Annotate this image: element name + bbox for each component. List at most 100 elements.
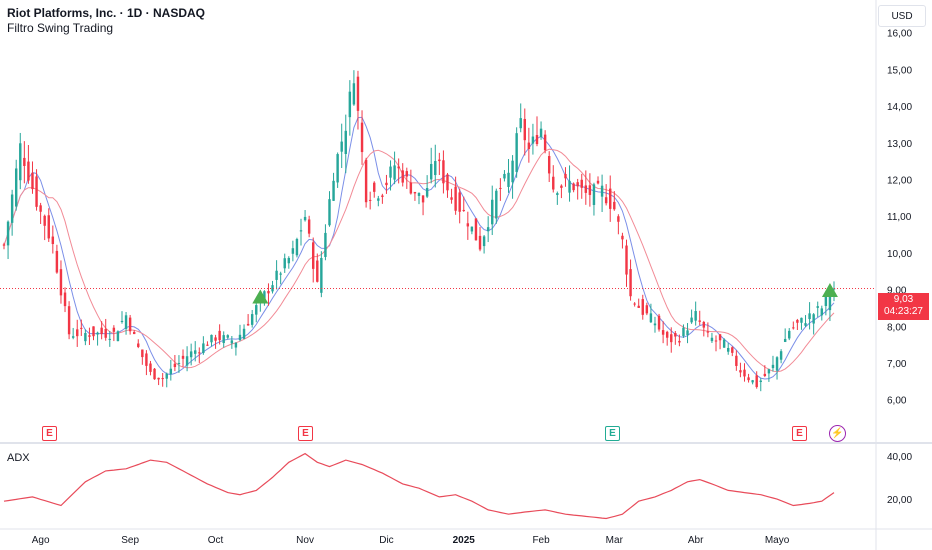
fast-ma-line [3, 116, 835, 380]
candle-body [47, 215, 50, 239]
candle [348, 80, 352, 136]
buy-signal-triangle [252, 289, 269, 304]
time-tick-label: 2025 [453, 535, 476, 546]
candle-body [2, 244, 6, 246]
candle-body [377, 198, 380, 201]
candle-body [633, 303, 636, 305]
symbol-title[interactable]: Riot Platforms, Inc. · 1D · NASDAQ [7, 6, 206, 20]
candle-body [364, 159, 368, 203]
candle-body [230, 340, 234, 344]
candle-body [661, 330, 665, 335]
candle-body [450, 197, 453, 200]
candle [482, 234, 486, 254]
candle [218, 324, 221, 345]
candle-body [360, 122, 364, 153]
candle [604, 184, 608, 206]
candle [10, 189, 14, 236]
candle-body [470, 226, 474, 232]
candle [755, 371, 758, 389]
candle [633, 302, 636, 307]
candle-body [145, 353, 148, 366]
candle-body [503, 173, 506, 179]
candle [360, 110, 364, 165]
candle [222, 331, 225, 348]
candle-body [535, 135, 539, 145]
candle-body [157, 377, 160, 380]
currency-button[interactable]: USD [878, 5, 926, 27]
candle [792, 321, 795, 330]
candle [747, 373, 750, 383]
candle-body [527, 142, 531, 149]
candle [316, 253, 319, 283]
candle [820, 305, 824, 321]
candle-body [702, 322, 706, 328]
candle [214, 334, 217, 349]
candle [702, 320, 706, 337]
candle-body [454, 186, 457, 211]
candle-body [328, 199, 331, 226]
indicator-label[interactable]: Filtro Swing Trading [7, 21, 114, 35]
candle-body [804, 323, 807, 326]
candle-body [779, 351, 783, 360]
candle-body [788, 330, 791, 339]
candle [743, 363, 746, 382]
candle [572, 182, 575, 193]
candle-body [336, 154, 339, 183]
candle-body [507, 172, 510, 187]
candle [100, 321, 103, 340]
adx-pane-label[interactable]: ADX [7, 452, 30, 464]
candle [499, 178, 502, 201]
candle-body [299, 230, 303, 232]
candle [625, 239, 628, 287]
candle [722, 338, 726, 348]
candle-body [580, 179, 583, 188]
candle [307, 215, 311, 238]
candle [824, 294, 828, 316]
candle [116, 330, 120, 342]
price-tick-label: 14,00 [887, 102, 912, 113]
candle-body [181, 355, 185, 359]
candle [250, 309, 254, 328]
candle-body [637, 305, 640, 308]
candle-body [767, 369, 771, 374]
earnings-event-icon[interactable]: E [792, 426, 807, 441]
candle [320, 251, 323, 298]
candle-body [604, 197, 608, 204]
candle [649, 303, 653, 324]
candle [124, 312, 128, 335]
candle [474, 218, 478, 241]
candle-body [523, 118, 526, 141]
candle [828, 293, 832, 322]
candle-body [625, 245, 628, 275]
candle [560, 184, 563, 199]
split-event-icon[interactable]: ⚡ [829, 425, 846, 442]
candle [145, 350, 148, 376]
candle [796, 318, 799, 330]
candle [674, 330, 677, 345]
candle-body [657, 315, 661, 330]
candle-body [474, 218, 478, 241]
candle-body [137, 343, 140, 347]
candle [617, 214, 620, 235]
candle [230, 335, 234, 349]
earnings-event-icon[interactable]: E [605, 426, 620, 441]
candle-body [539, 128, 543, 138]
candle [397, 158, 400, 184]
candle-body [352, 83, 356, 105]
earnings-event-icon[interactable]: E [298, 426, 313, 441]
candle-body [141, 349, 144, 358]
candle-body [694, 311, 697, 321]
candle-body [385, 182, 388, 186]
candle-body [417, 192, 421, 196]
candle [356, 70, 360, 130]
earnings-event-icon[interactable]: E [42, 426, 57, 441]
candle-body [104, 328, 107, 338]
candle [413, 191, 417, 201]
candle [759, 378, 762, 392]
candle-body [279, 273, 282, 275]
candle-body [173, 363, 177, 368]
candle-body [348, 91, 352, 118]
candle [185, 346, 189, 372]
candle [739, 362, 742, 378]
